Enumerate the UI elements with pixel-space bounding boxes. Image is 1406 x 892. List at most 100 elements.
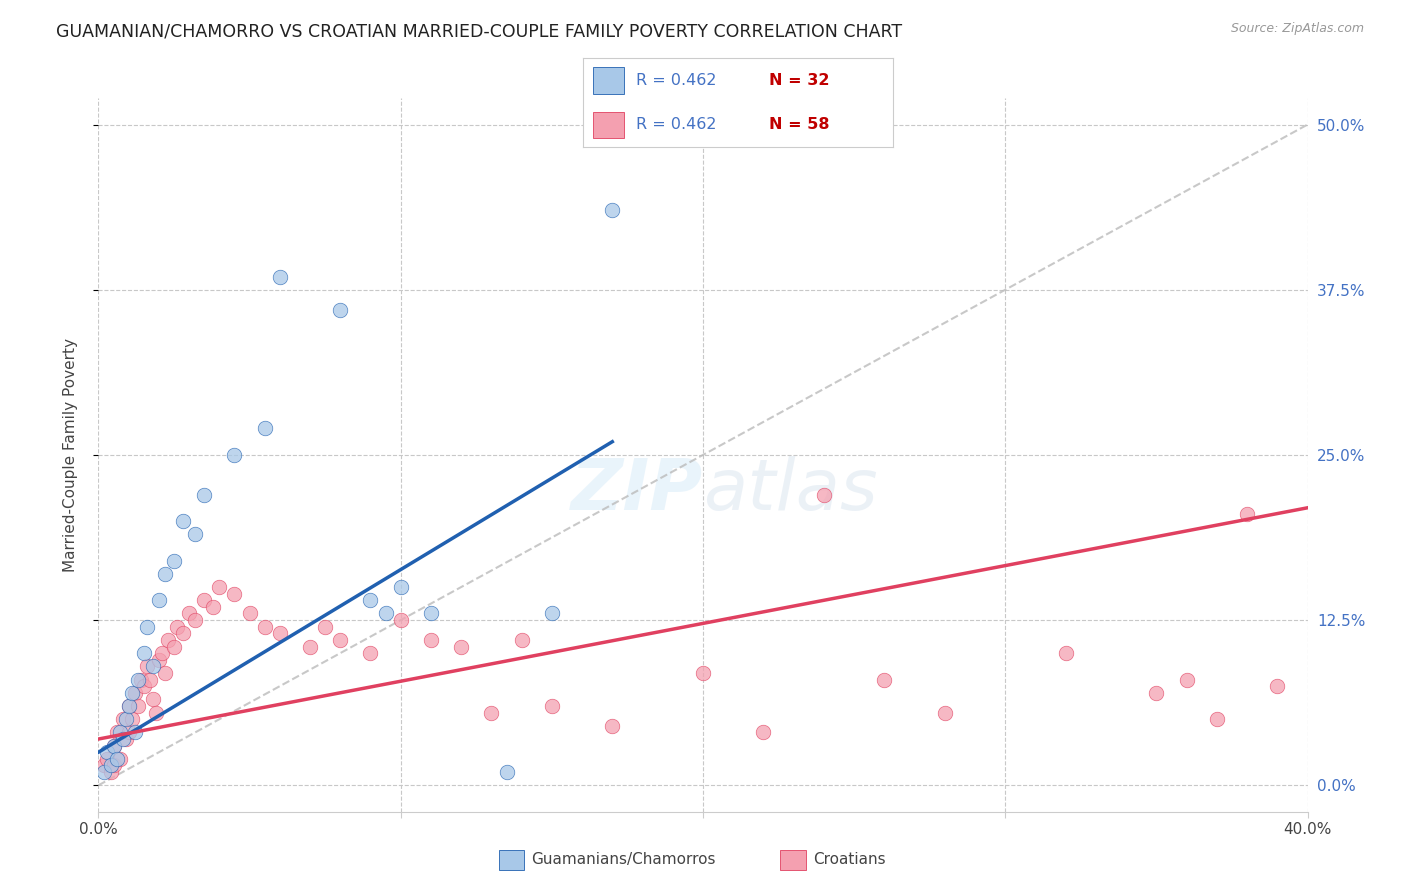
Point (184, 527, 207, 541)
Point (163, 554, 186, 568)
Point (118, 725, 141, 739)
Point (389, 613, 412, 627)
Text: ZIP: ZIP (571, 456, 703, 525)
Point (360, 593, 382, 607)
Point (163, 640, 186, 654)
Point (139, 673, 162, 687)
Text: N = 32: N = 32 (769, 73, 830, 87)
Point (148, 593, 170, 607)
Point (142, 692, 165, 706)
Point (135, 659, 157, 673)
Text: R = 0.462: R = 0.462 (636, 118, 717, 132)
Point (93, 758, 115, 772)
Point (420, 607, 443, 621)
Point (495, 765, 517, 780)
Point (111, 712, 134, 726)
Point (541, 607, 564, 621)
Point (103, 739, 125, 753)
Point (179, 607, 201, 621)
Point (129, 673, 152, 687)
Point (1236, 508, 1258, 522)
Text: GUAMANIAN/CHAMORRO VS CROATIAN MARRIED-COUPLE FAMILY POVERTY CORRELATION CHART: GUAMANIAN/CHAMORRO VS CROATIAN MARRIED-C… (56, 22, 903, 40)
Text: Croatians: Croatians (813, 853, 886, 867)
Point (1206, 712, 1229, 726)
Point (752, 725, 775, 739)
Text: N = 58: N = 58 (769, 118, 830, 132)
Point (142, 659, 165, 673)
Point (121, 712, 143, 726)
Point (253, 620, 276, 634)
Point (103, 739, 125, 753)
Point (450, 640, 472, 654)
Point (105, 752, 128, 766)
Point (153, 566, 176, 581)
Point (111, 732, 134, 747)
Point (208, 580, 231, 594)
Point (100, 765, 122, 780)
Point (114, 732, 136, 747)
Point (1054, 646, 1077, 660)
Point (224, 448, 246, 462)
Point (132, 679, 155, 693)
Point (153, 665, 176, 680)
Point (374, 607, 396, 621)
Point (114, 712, 136, 726)
Point (481, 706, 503, 720)
Point (96, 745, 118, 759)
Point (124, 725, 146, 739)
Point (184, 613, 207, 627)
Point (692, 665, 714, 680)
Point (193, 593, 215, 607)
Point (1175, 673, 1198, 687)
Bar (593, 112, 624, 138)
Point (135, 620, 157, 634)
Point (202, 599, 225, 614)
Point (224, 587, 246, 601)
Point (148, 653, 170, 667)
Point (602, 719, 624, 733)
Point (329, 632, 352, 647)
Point (150, 646, 173, 660)
Point (510, 632, 533, 647)
Point (108, 725, 131, 739)
Point (813, 487, 835, 501)
Point (1267, 679, 1289, 693)
Bar (593, 67, 624, 94)
Text: atlas: atlas (703, 456, 877, 525)
Point (541, 698, 564, 713)
Text: Guamanians/Chamorros: Guamanians/Chamorros (531, 853, 716, 867)
Point (239, 607, 262, 621)
Y-axis label: Married-Couple Family Poverty: Married-Couple Family Poverty (63, 338, 77, 572)
Point (253, 421, 276, 435)
Text: Source: ZipAtlas.com: Source: ZipAtlas.com (1230, 22, 1364, 36)
Point (108, 752, 131, 766)
Point (420, 632, 443, 647)
Point (269, 626, 291, 640)
Point (166, 620, 188, 634)
Point (96, 752, 118, 766)
Point (93, 765, 115, 780)
Point (269, 269, 291, 284)
Text: R = 0.462: R = 0.462 (636, 73, 717, 87)
Point (314, 620, 336, 634)
Point (172, 626, 194, 640)
Point (934, 706, 956, 720)
Point (124, 686, 146, 700)
Point (299, 640, 322, 654)
Point (360, 646, 382, 660)
Point (873, 673, 896, 687)
Point (103, 758, 125, 772)
Point (389, 580, 412, 594)
Point (132, 646, 155, 660)
Point (1146, 686, 1168, 700)
Point (105, 725, 128, 739)
Point (172, 514, 194, 528)
Point (329, 302, 352, 317)
Point (145, 706, 167, 720)
Point (602, 203, 624, 218)
Point (100, 758, 122, 772)
Point (127, 673, 149, 687)
Point (193, 487, 215, 501)
Point (127, 698, 149, 713)
Point (118, 698, 141, 713)
